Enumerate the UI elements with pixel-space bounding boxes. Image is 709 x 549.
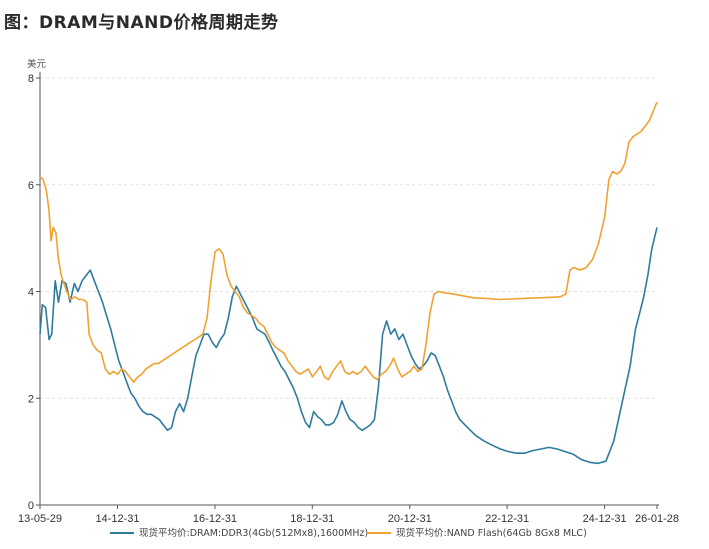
y-tick-label: 4 bbox=[28, 287, 34, 299]
series-layer bbox=[39, 101, 658, 465]
y-tick-label: 2 bbox=[28, 393, 34, 405]
y-tick-label: 6 bbox=[28, 180, 34, 192]
x-tick-label: 18-12-31 bbox=[290, 513, 334, 525]
grid-lines bbox=[40, 77, 657, 399]
x-tick-label: 20-12-31 bbox=[388, 513, 432, 525]
x-tick-label: 13-05-29 bbox=[18, 513, 62, 525]
legend-label-dram: 现货平均价:DRAM:DDR3(4Gb(512Mx8),1600MHz) bbox=[139, 527, 368, 539]
x-tick-label: 22-12-31 bbox=[485, 513, 529, 525]
y-axis-unit: 美元 bbox=[27, 58, 47, 70]
x-tick-label: 16-12-31 bbox=[193, 513, 237, 525]
chart-title: 图：DRAM与NAND价格周期走势 bbox=[4, 13, 279, 33]
axes: 0 2 4 6 8 美元 13-05-29 14-12-31 16-12-31 18-12-31 2… bbox=[18, 58, 679, 525]
y-tick-label: 0 bbox=[28, 500, 34, 512]
series-line-dram bbox=[39, 227, 658, 465]
y-tick-label: 8 bbox=[28, 73, 34, 85]
x-tick-label: 26-01-28 bbox=[635, 513, 679, 525]
legend: 现货平均价:DRAM:DDR3(4Gb(512Mx8),1600MHz) 现货平均… bbox=[110, 527, 587, 539]
x-tick-label: 14-12-31 bbox=[95, 513, 139, 525]
legend-label-nand: 现货平均价:NAND Flash(64Gb 8Gx8 MLC) bbox=[396, 527, 587, 539]
x-tick-label: 24-12-31 bbox=[583, 513, 627, 525]
series-line-nand bbox=[39, 101, 658, 384]
